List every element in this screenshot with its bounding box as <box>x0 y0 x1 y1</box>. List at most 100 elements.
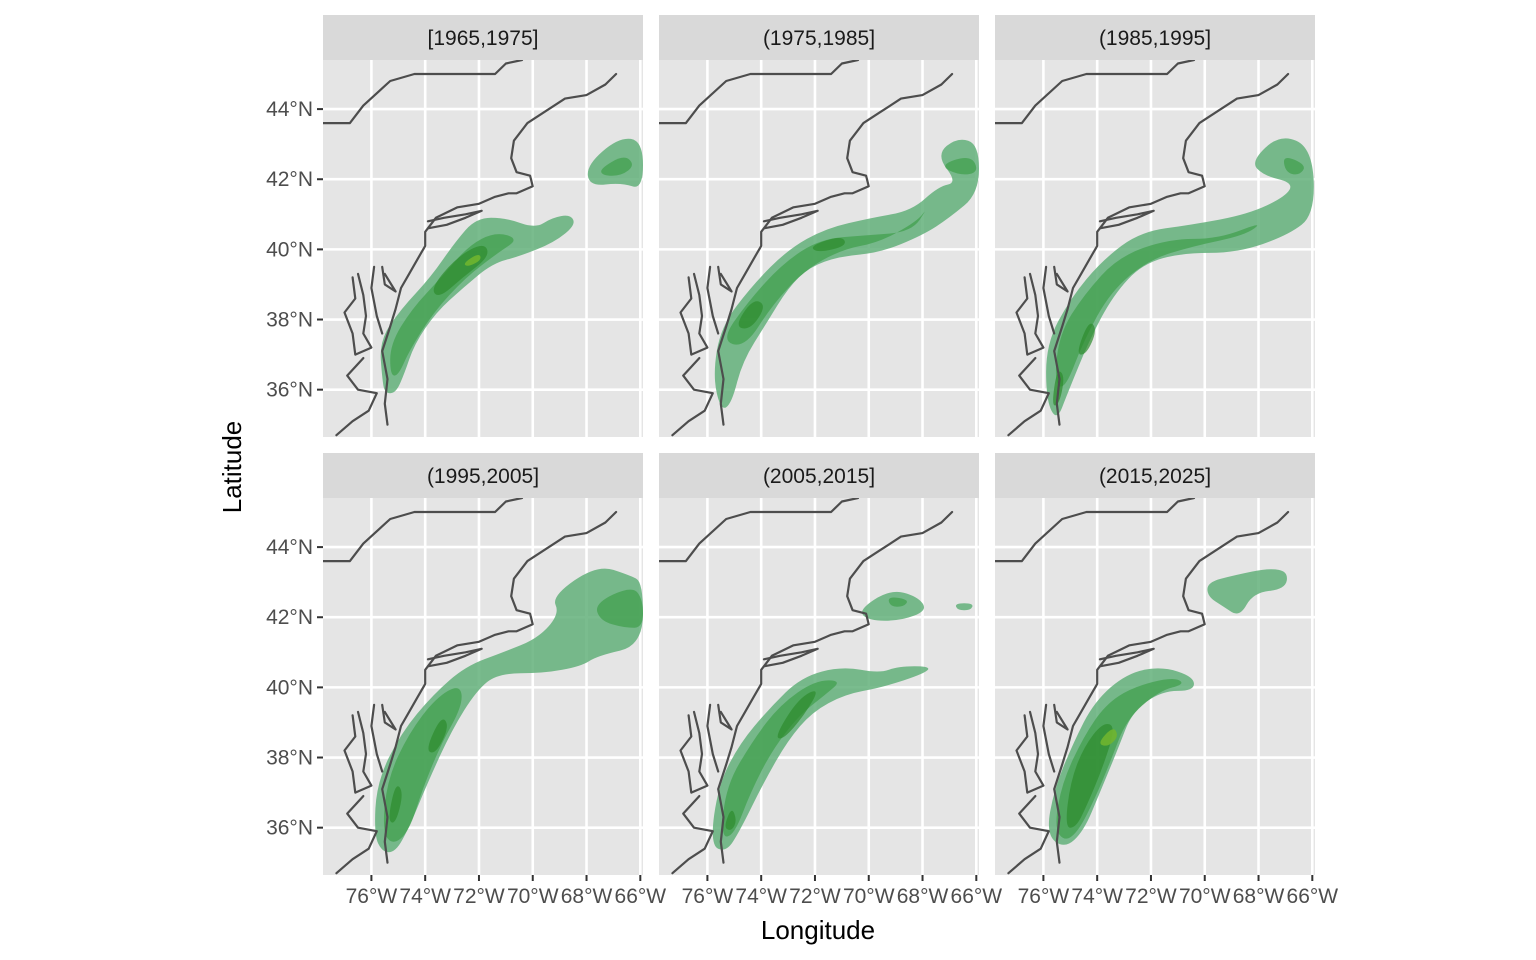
coastline <box>426 647 483 668</box>
coastline <box>706 703 720 773</box>
coastline <box>717 703 733 731</box>
coastline <box>717 510 954 864</box>
axes: 36°N 38°N 40°N 42°N 44°N 36°N 38°N 40°N 42°N 44°N… <box>266 98 1338 908</box>
density-contour <box>862 591 925 621</box>
coastline <box>1042 703 1056 773</box>
coastline <box>426 209 483 230</box>
y-tick-label: 36°N <box>266 817 313 840</box>
density-contour <box>955 603 973 611</box>
coastline <box>1098 209 1155 230</box>
x-tick-label: 72°W <box>789 885 841 908</box>
y-tick-label: 44°N <box>266 536 313 559</box>
density-contour <box>945 157 977 175</box>
coastline <box>659 498 860 563</box>
density-contour <box>738 301 763 329</box>
coastline <box>659 60 860 125</box>
coastline <box>671 795 714 875</box>
density-contour <box>1207 569 1287 614</box>
density-contour <box>1055 225 1258 387</box>
x-tick-label: 74°W <box>399 885 451 908</box>
y-tick-label: 42°N <box>266 606 313 629</box>
facet-strip-label: (2005,2015] <box>763 465 875 488</box>
x-tick-label: 70°W <box>1179 885 1231 908</box>
coastline <box>335 357 378 437</box>
facet-panel: (1995,2005] <box>323 453 643 875</box>
facet-strip-label: (2015,2025] <box>1099 465 1211 488</box>
x-tick-label: 66°W <box>615 885 667 908</box>
density-contour <box>1283 157 1304 175</box>
facet-panel: (2015,2025] <box>995 453 1315 875</box>
coastline <box>1007 357 1050 437</box>
density-contour <box>1078 323 1095 355</box>
x-tick-label: 68°W <box>897 885 949 908</box>
y-tick-label: 44°N <box>266 98 313 121</box>
facet-panel: (1975,1985] <box>659 15 979 437</box>
x-tick-label: 72°W <box>453 885 505 908</box>
density-contour <box>712 666 929 850</box>
coastline <box>1015 272 1045 356</box>
coastline <box>335 795 378 875</box>
density-contour <box>428 719 447 753</box>
density-contour <box>390 234 514 376</box>
y-tick-label: 40°N <box>266 238 313 261</box>
coastline <box>671 357 714 437</box>
y-axis-title: Latitude <box>217 421 247 514</box>
x-axis-title: Longitude <box>761 915 875 945</box>
y-tick-label: 42°N <box>266 168 313 191</box>
x-tick-label: 76°W <box>346 885 398 908</box>
coastline <box>1015 710 1045 794</box>
x-tick-label: 76°W <box>1018 885 1070 908</box>
coastline <box>995 60 1196 125</box>
y-tick-label: 36°N <box>266 379 313 402</box>
coastline <box>370 703 384 773</box>
facet-strip <box>323 453 643 498</box>
x-tick-label: 66°W <box>1287 885 1339 908</box>
density-contour <box>464 254 481 266</box>
coastline <box>323 498 524 563</box>
coastline <box>381 265 397 293</box>
coastline <box>1053 703 1069 731</box>
density-contour <box>375 568 643 853</box>
density-contour <box>601 157 632 176</box>
facet-panel: [1965,1975] <box>323 15 643 437</box>
density-contour <box>812 237 845 252</box>
density-contour <box>1100 729 1117 746</box>
y-tick-label: 38°N <box>266 747 313 770</box>
facet-strip-label: (1975,1985] <box>763 27 875 50</box>
coastline <box>762 209 819 230</box>
coastline <box>343 272 373 356</box>
coastline <box>762 647 819 668</box>
x-tick-label: 66°W <box>951 885 1003 908</box>
x-tick-label: 74°W <box>735 885 787 908</box>
density-contour <box>727 211 925 345</box>
density-contour <box>725 810 736 830</box>
coastline <box>1042 265 1056 335</box>
x-tick-label: 76°W <box>682 885 734 908</box>
coastline <box>995 498 1196 563</box>
facet-strip <box>659 15 979 60</box>
y-tick-label: 38°N <box>266 309 313 332</box>
x-tick-label: 68°W <box>1233 885 1285 908</box>
density-contour <box>888 597 907 607</box>
facet-strip-label: [1965,1975] <box>428 27 539 50</box>
coastline <box>323 60 524 125</box>
coastline <box>1053 72 1290 426</box>
coastline <box>381 510 618 864</box>
coastline <box>1007 795 1050 875</box>
coastline <box>343 710 373 794</box>
coastline <box>1053 265 1069 293</box>
density-contour <box>596 589 643 628</box>
x-tick-label: 72°W <box>1125 885 1177 908</box>
facet-panel: (2005,2015] <box>659 453 979 875</box>
facet-strip <box>995 453 1315 498</box>
density-contour <box>1066 723 1113 828</box>
coastline <box>381 72 618 426</box>
coastline <box>717 72 954 426</box>
density-contour <box>389 786 402 823</box>
x-tick-label: 70°W <box>843 885 895 908</box>
x-tick-label: 70°W <box>507 885 559 908</box>
x-tick-label: 68°W <box>561 885 613 908</box>
density-contour <box>777 691 816 739</box>
facet-strip-label: (1995,2005] <box>427 465 539 488</box>
coastline <box>679 710 709 794</box>
